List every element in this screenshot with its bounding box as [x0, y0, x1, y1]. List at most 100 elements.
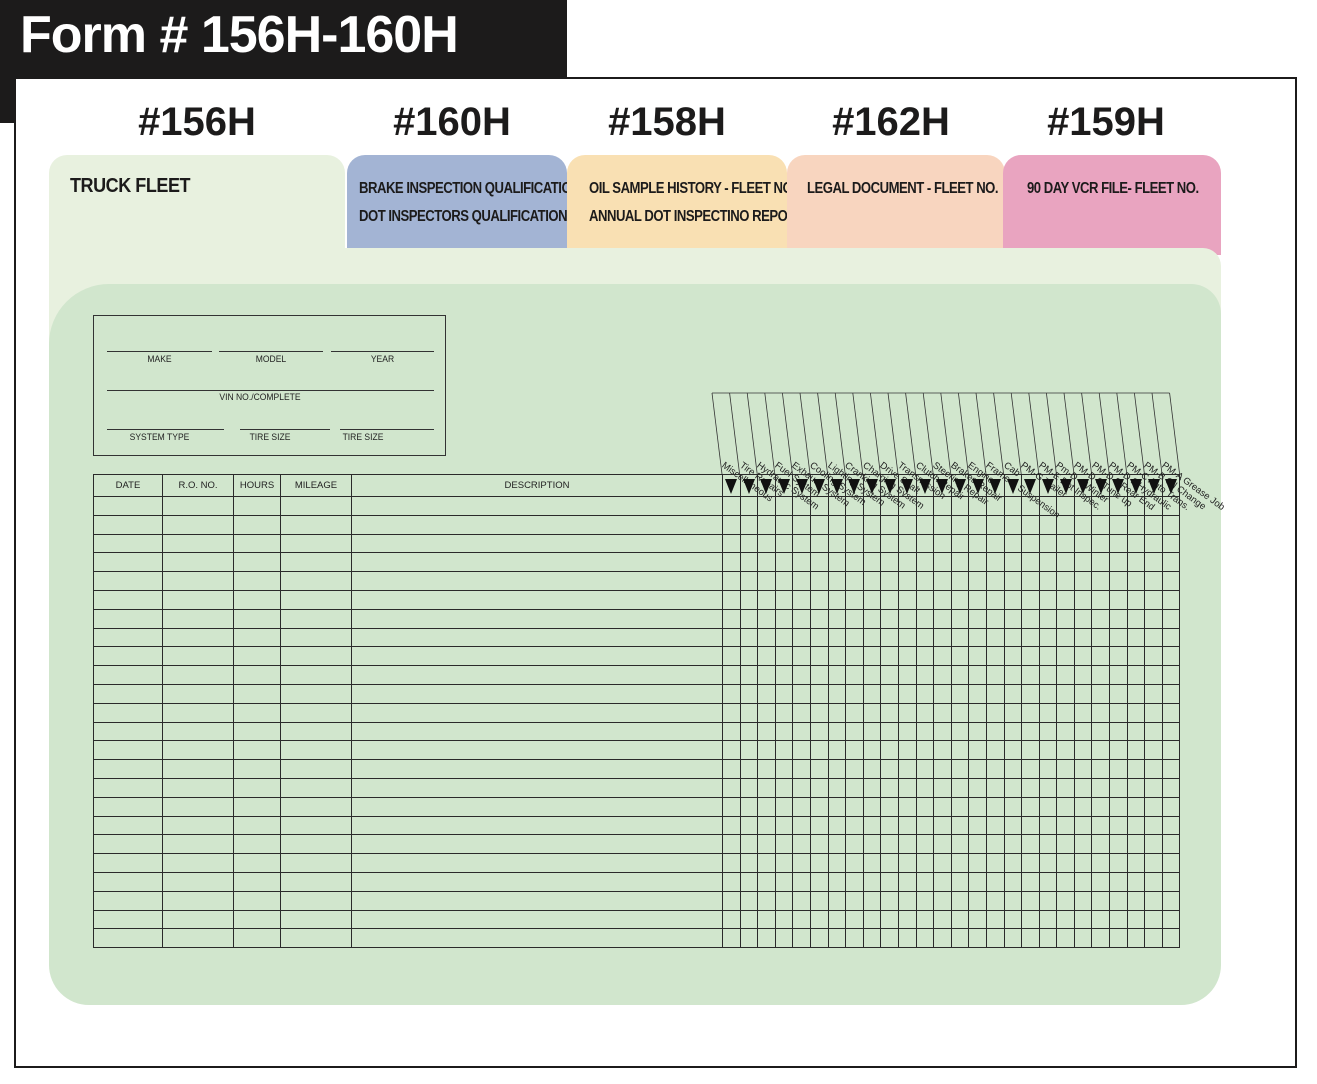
check-cell[interactable]: [1021, 496, 1040, 516]
check-cell[interactable]: [862, 533, 882, 554]
check-cell[interactable]: [845, 890, 864, 911]
check-cell[interactable]: [1109, 834, 1128, 855]
check-cell[interactable]: [809, 777, 829, 798]
check-cell[interactable]: [739, 608, 759, 629]
check-cell[interactable]: [1091, 702, 1111, 723]
check-cell[interactable]: [1109, 853, 1128, 873]
check-cell[interactable]: [985, 871, 1005, 892]
check-cell[interactable]: [792, 777, 811, 798]
check-cell[interactable]: [774, 646, 794, 667]
check-cell[interactable]: [862, 665, 882, 685]
entry-cell[interactable]: [280, 665, 352, 685]
check-cell[interactable]: [809, 608, 829, 629]
check-cell[interactable]: [1144, 496, 1163, 516]
check-cell[interactable]: [1073, 871, 1093, 892]
check-cell[interactable]: [827, 589, 847, 610]
check-cell[interactable]: [1073, 740, 1093, 761]
check-cell[interactable]: [757, 871, 776, 892]
check-cell[interactable]: [968, 496, 987, 516]
check-cell[interactable]: [739, 627, 759, 648]
check-cell[interactable]: [1144, 589, 1163, 610]
check-cell[interactable]: [827, 759, 847, 779]
check-cell[interactable]: [1021, 853, 1040, 873]
entry-cell[interactable]: [162, 552, 234, 573]
check-cell[interactable]: [827, 646, 847, 667]
entry-cell[interactable]: [93, 796, 163, 817]
check-cell[interactable]: [1056, 608, 1075, 629]
entry-cell[interactable]: [280, 721, 352, 742]
check-cell[interactable]: [862, 496, 882, 516]
check-cell[interactable]: [985, 815, 1005, 836]
entry-cell[interactable]: [351, 514, 723, 535]
check-cell[interactable]: [985, 608, 1005, 629]
check-cell[interactable]: [1091, 928, 1111, 949]
check-cell[interactable]: [1144, 665, 1163, 685]
check-cell[interactable]: [845, 777, 864, 798]
check-cell[interactable]: [1021, 928, 1040, 949]
check-cell[interactable]: [1021, 514, 1040, 535]
check-cell[interactable]: [722, 496, 741, 516]
check-cell[interactable]: [880, 796, 899, 817]
check-cell[interactable]: [950, 909, 970, 930]
check-cell[interactable]: [792, 533, 811, 554]
check-cell[interactable]: [968, 740, 987, 761]
check-cell[interactable]: [1003, 740, 1023, 761]
check-cell[interactable]: [897, 533, 917, 554]
check-cell[interactable]: [968, 646, 987, 667]
check-cell[interactable]: [1038, 683, 1058, 704]
check-cell[interactable]: [950, 853, 970, 873]
check-cell[interactable]: [774, 589, 794, 610]
check-cell[interactable]: [809, 702, 829, 723]
check-cell[interactable]: [792, 834, 811, 855]
check-cell[interactable]: [809, 496, 829, 516]
entry-cell[interactable]: [162, 890, 234, 911]
check-cell[interactable]: [950, 815, 970, 836]
check-cell[interactable]: [1038, 721, 1058, 742]
check-cell[interactable]: [897, 759, 917, 779]
check-cell[interactable]: [809, 815, 829, 836]
entry-cell[interactable]: [351, 721, 723, 742]
check-cell[interactable]: [757, 646, 776, 667]
check-cell[interactable]: [897, 796, 917, 817]
entry-cell[interactable]: [280, 608, 352, 629]
entry-cell[interactable]: [280, 496, 352, 516]
entry-cell[interactable]: [280, 514, 352, 535]
check-cell[interactable]: [739, 665, 759, 685]
check-cell[interactable]: [774, 627, 794, 648]
check-cell[interactable]: [933, 796, 952, 817]
check-cell[interactable]: [1038, 571, 1058, 591]
check-cell[interactable]: [739, 871, 759, 892]
entry-cell[interactable]: [162, 796, 234, 817]
check-cell[interactable]: [809, 740, 829, 761]
check-cell[interactable]: [933, 514, 952, 535]
check-cell[interactable]: [1038, 834, 1058, 855]
check-cell[interactable]: [897, 552, 917, 573]
check-cell[interactable]: [1109, 571, 1128, 591]
check-cell[interactable]: [897, 815, 917, 836]
check-cell[interactable]: [1038, 608, 1058, 629]
check-cell[interactable]: [1126, 683, 1146, 704]
check-cell[interactable]: [845, 514, 864, 535]
check-cell[interactable]: [880, 928, 899, 949]
check-cell[interactable]: [792, 909, 811, 930]
entry-cell[interactable]: [93, 627, 163, 648]
check-cell[interactable]: [968, 608, 987, 629]
check-cell[interactable]: [933, 608, 952, 629]
check-cell[interactable]: [1021, 815, 1040, 836]
entry-cell[interactable]: [162, 514, 234, 535]
check-cell[interactable]: [827, 665, 847, 685]
check-cell[interactable]: [968, 796, 987, 817]
check-cell[interactable]: [809, 928, 829, 949]
check-cell[interactable]: [845, 702, 864, 723]
check-cell[interactable]: [1003, 834, 1023, 855]
check-cell[interactable]: [774, 721, 794, 742]
check-cell[interactable]: [757, 496, 776, 516]
entry-cell[interactable]: [280, 871, 352, 892]
check-cell[interactable]: [915, 683, 935, 704]
check-cell[interactable]: [722, 627, 741, 648]
entry-cell[interactable]: [162, 928, 234, 949]
entry-cell[interactable]: [351, 740, 723, 761]
check-cell[interactable]: [739, 853, 759, 873]
entry-cell[interactable]: [280, 627, 352, 648]
check-cell[interactable]: [827, 834, 847, 855]
